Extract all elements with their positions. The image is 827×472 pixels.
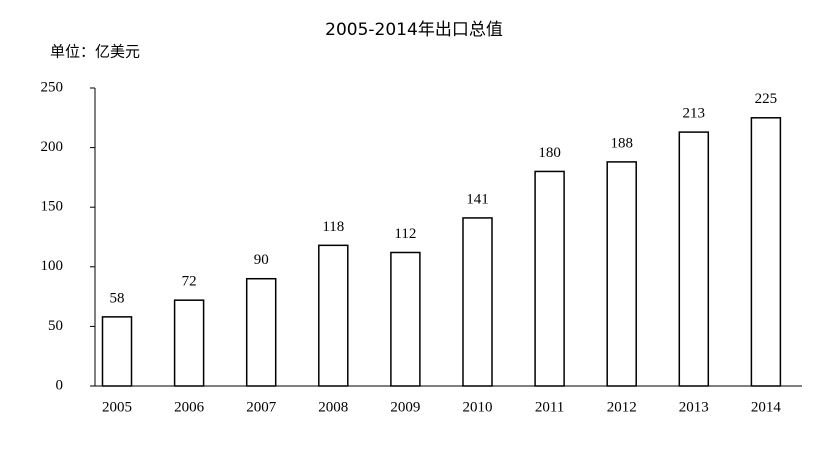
data-label: 180: [538, 145, 561, 161]
x-tick-label: 2006: [174, 399, 205, 415]
x-tick-label: 2008: [318, 399, 348, 415]
x-tick-label: 2007: [246, 399, 277, 415]
data-label: 141: [466, 191, 489, 207]
y-tick-label: 0: [56, 377, 64, 393]
x-tick-label: 2010: [463, 399, 493, 415]
data-label: 90: [254, 252, 269, 268]
y-tick-label: 250: [41, 79, 64, 95]
bar: [678, 131, 710, 387]
x-tick-label: 2013: [679, 399, 709, 415]
data-label: 225: [755, 91, 778, 107]
bar: [462, 217, 493, 387]
bar: [245, 277, 277, 387]
bar: [318, 244, 349, 387]
unit-label: 单位：亿美元: [50, 43, 140, 61]
data-label: 213: [683, 106, 706, 122]
bar: [606, 161, 637, 387]
data-label: 58: [110, 290, 125, 306]
y-tick-label: 100: [41, 258, 64, 274]
chart-title: 2005-2014年出口总值: [325, 20, 503, 40]
x-tick-label: 2005: [102, 399, 132, 415]
y-tick-label: 200: [41, 139, 64, 155]
data-label: 118: [322, 219, 344, 235]
data-label: 188: [610, 135, 633, 151]
data-label: 72: [182, 274, 197, 290]
data-label: 112: [394, 226, 416, 242]
x-tick-label: 2012: [607, 399, 637, 415]
bar: [173, 299, 205, 387]
x-tick-label: 2014: [751, 399, 782, 415]
x-tick-label: 2011: [535, 399, 564, 415]
bar: [390, 251, 421, 387]
bar: [534, 170, 565, 387]
bar: [101, 316, 133, 387]
bar: [750, 117, 782, 387]
x-tick-label: 2009: [390, 399, 420, 415]
y-tick-label: 50: [48, 318, 63, 334]
y-tick-label: 150: [41, 199, 64, 215]
